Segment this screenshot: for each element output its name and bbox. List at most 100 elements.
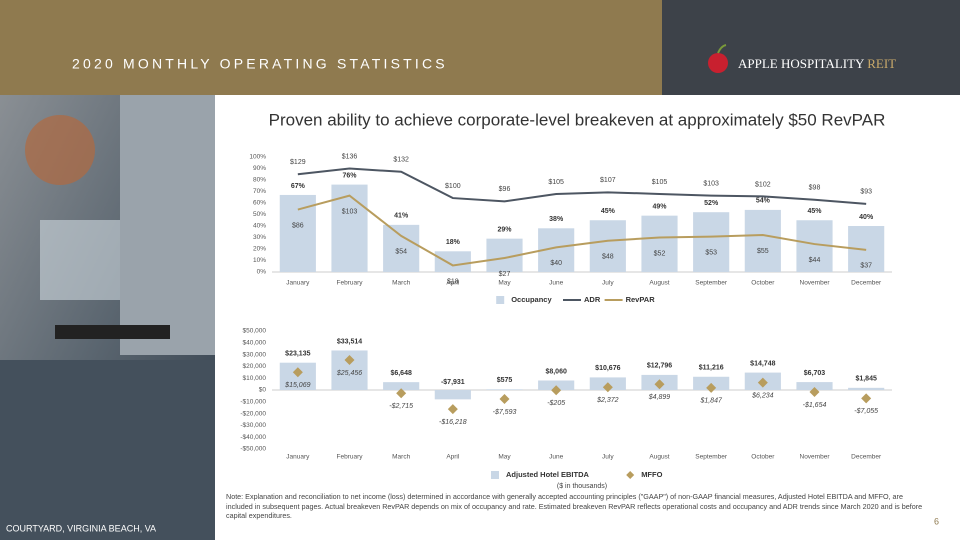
data-label: $93 (860, 189, 872, 196)
x-tick-label: February (336, 280, 363, 287)
data-label: $53 (705, 250, 717, 257)
data-label: $2,372 (596, 397, 619, 404)
data-label: $15,069 (284, 382, 310, 389)
legend-label: RevPAR (626, 295, 656, 304)
data-label: -$16,218 (439, 419, 467, 426)
x-tick-label: August (649, 454, 669, 461)
bar (693, 212, 730, 272)
photo-table (55, 325, 170, 339)
data-label: 52% (704, 200, 719, 207)
x-tick-label: November (800, 454, 831, 461)
logo-leaf (717, 44, 727, 54)
data-label: 40% (859, 214, 874, 221)
x-tick-label: February (336, 454, 363, 461)
bar (383, 224, 420, 272)
data-label: $96 (499, 186, 511, 193)
bar (434, 390, 471, 400)
data-label: $98 (809, 185, 821, 192)
data-label: $6,234 (751, 392, 774, 399)
data-label: $6,648 (390, 370, 412, 377)
data-label: $18 (447, 278, 459, 285)
legend-label: ADR (584, 295, 601, 304)
y-tick-label: $40,000 (243, 340, 267, 347)
x-tick-label: May (498, 454, 511, 461)
y-tick-label: 20% (253, 246, 266, 253)
line (297, 194, 867, 267)
data-label: $1,845 (855, 376, 877, 383)
data-label: -$7,931 (441, 379, 465, 386)
data-label: $8,060 (545, 368, 567, 375)
data-label: -$205 (547, 400, 565, 407)
marker (499, 393, 510, 404)
data-label: $55 (757, 248, 769, 255)
data-label: $25,456 (336, 370, 362, 377)
data-label: -$2,715 (389, 403, 413, 410)
data-label: $4,899 (648, 394, 671, 401)
data-label: $103 (342, 208, 358, 215)
data-label: $54 (395, 249, 407, 256)
bar (641, 215, 678, 272)
data-label: $86 (292, 222, 304, 229)
y-tick-label: $10,000 (243, 375, 267, 382)
data-label: $10,676 (595, 365, 620, 372)
logo: APPLE HOSPITALITY REIT (708, 44, 896, 73)
legend-swatch (491, 471, 499, 479)
data-label: 45% (807, 208, 822, 215)
data-label: $132 (393, 157, 409, 164)
data-label: $27 (499, 271, 511, 278)
legend-label: Occupancy (511, 295, 552, 304)
x-tick-label: March (392, 280, 410, 287)
y-tick-label: 0% (257, 269, 267, 276)
y-tick-label: 80% (253, 177, 266, 184)
data-label: $105 (548, 179, 564, 186)
y-tick-label: 40% (253, 223, 266, 230)
data-label: $48 (602, 254, 614, 261)
data-label: 76% (342, 172, 357, 179)
y-tick-label: $30,000 (243, 351, 267, 358)
x-tick-label: June (549, 454, 563, 461)
x-tick-label: January (286, 280, 310, 287)
legend-swatch (626, 471, 635, 479)
x-tick-label: September (695, 280, 728, 287)
data-label: $33,514 (337, 338, 362, 345)
y-tick-label: 60% (253, 200, 266, 207)
data-label: $14,748 (750, 360, 775, 367)
bar (383, 382, 420, 390)
y-tick-label: 10% (253, 257, 266, 264)
y-tick-label: 90% (253, 165, 266, 172)
logo-apple (708, 53, 728, 73)
legend-label: MFFO (641, 470, 662, 479)
data-label: 54% (756, 198, 771, 205)
photo-window (40, 220, 120, 300)
x-tick-label: April (446, 280, 460, 287)
x-tick-label: December (851, 454, 882, 461)
marker (809, 386, 820, 397)
data-label: $1,847 (699, 398, 723, 405)
data-label: 49% (652, 203, 667, 210)
y-tick-label: -$30,000 (240, 422, 266, 429)
x-tick-label: October (751, 280, 775, 287)
data-label: $105 (652, 179, 668, 186)
y-tick-label: 30% (253, 234, 266, 241)
x-tick-label: July (602, 454, 614, 461)
y-tick-label: $50,000 (243, 328, 267, 335)
data-label: $103 (703, 180, 719, 187)
y-tick-label: -$10,000 (240, 399, 266, 406)
data-label: $11,216 (699, 365, 724, 372)
data-label: $107 (600, 177, 616, 184)
data-label: $100 (445, 183, 461, 190)
data-label: $6,703 (804, 370, 826, 377)
data-label: -$7,593 (493, 409, 517, 416)
data-label: $23,135 (285, 351, 310, 358)
line (297, 167, 867, 205)
note: Note: Explanation and reconciliation to … (226, 492, 923, 521)
photo-lamp (25, 115, 95, 185)
marker (344, 354, 355, 365)
data-label: 41% (394, 213, 409, 220)
marker (706, 382, 717, 393)
x-tick-label: October (751, 454, 775, 461)
marker (292, 367, 303, 378)
x-tick-label: September (695, 454, 728, 461)
